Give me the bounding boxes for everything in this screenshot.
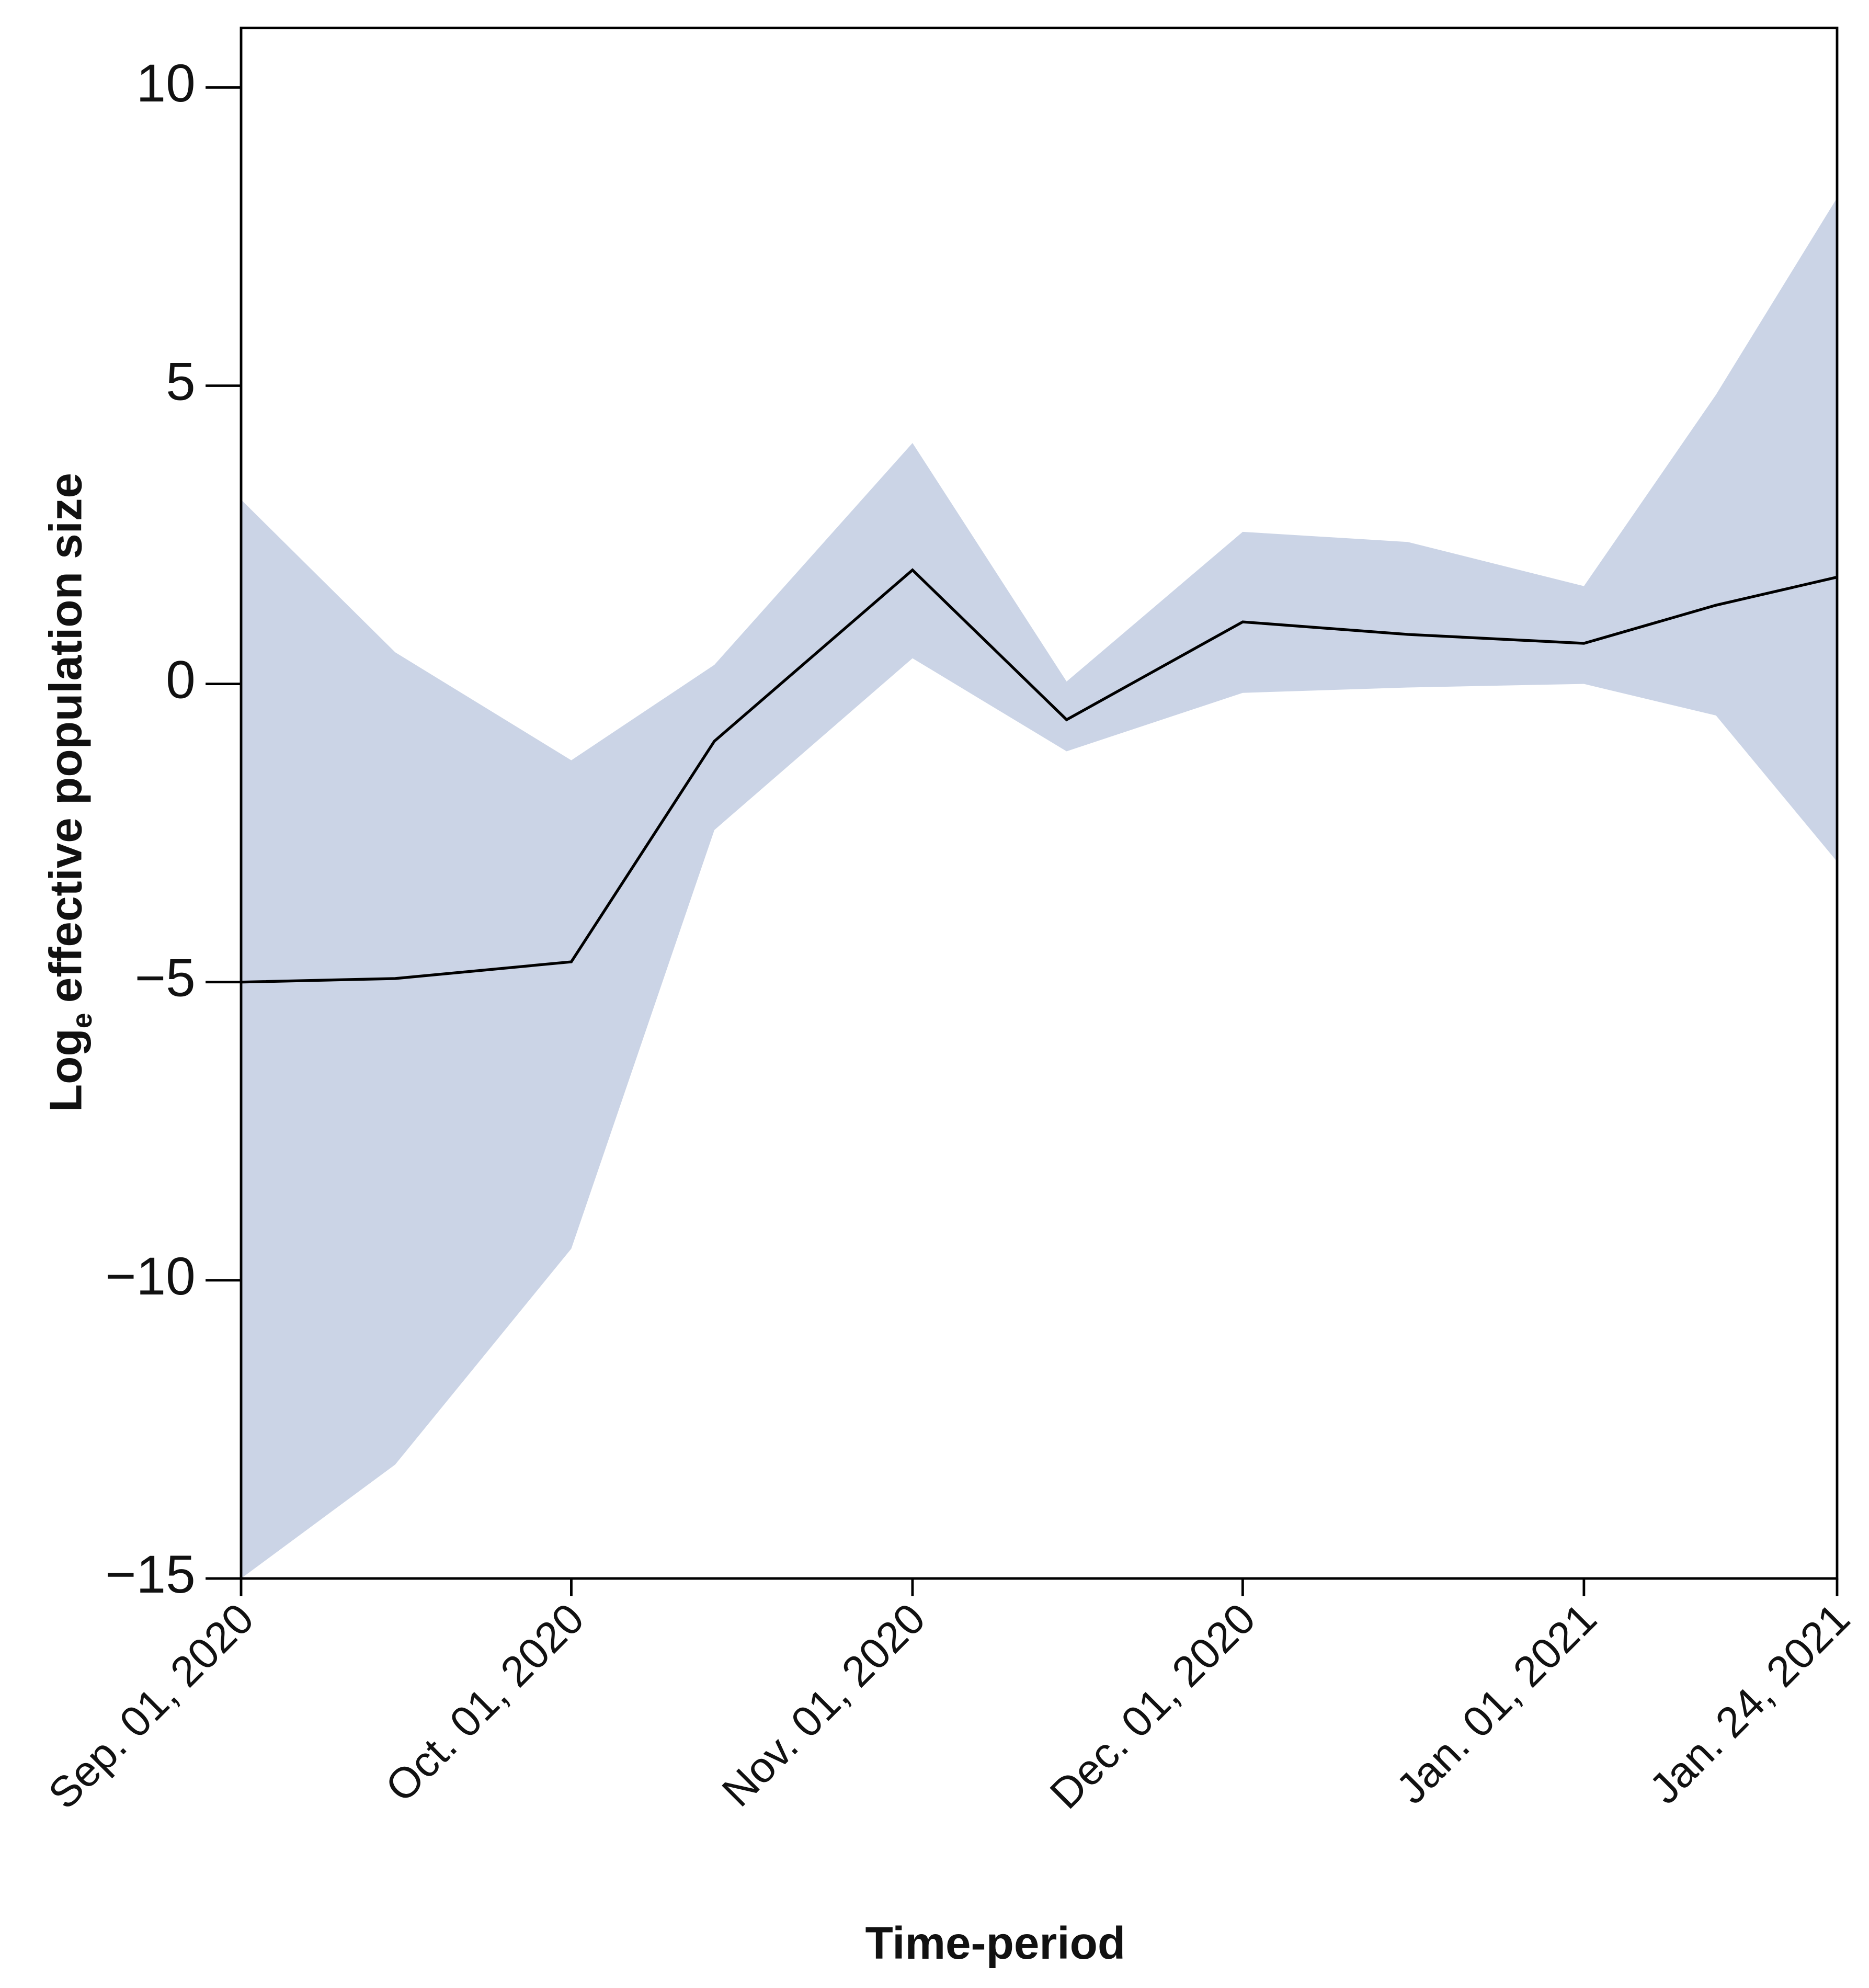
y-axis-title-main: Log xyxy=(41,1028,92,1112)
y-tick-label: 5 xyxy=(166,351,196,411)
y-axis-title: Loge effective population size xyxy=(41,473,98,1112)
y-tick-label: −15 xyxy=(105,1544,196,1604)
x-tick-label: Jan. 24, 2021 xyxy=(1640,1594,1859,1813)
plot-frame xyxy=(240,26,1839,1580)
y-axis-title-sub: e xyxy=(67,1013,98,1029)
y-tick-label: 10 xyxy=(136,53,196,113)
x-tick-label: Oct. 01, 2020 xyxy=(376,1594,593,1811)
mean-line xyxy=(241,568,1838,984)
y-axis-title-rest: effective population size xyxy=(41,473,92,1003)
y-tick-label: −5 xyxy=(135,948,196,1008)
y-tick-label: 0 xyxy=(166,650,196,710)
x-tick-label: Sep. 01, 2020 xyxy=(39,1594,263,1818)
x-tick-label: Nov. 01, 2020 xyxy=(713,1594,934,1816)
x-tick-label: Dec. 01, 2020 xyxy=(1041,1594,1264,1818)
y-tick-label: −10 xyxy=(105,1246,196,1306)
x-axis-title: Time-period xyxy=(865,1918,1125,1969)
confidence-band xyxy=(241,198,1837,1579)
x-tick-label: Jan. 01, 2021 xyxy=(1387,1594,1605,1813)
